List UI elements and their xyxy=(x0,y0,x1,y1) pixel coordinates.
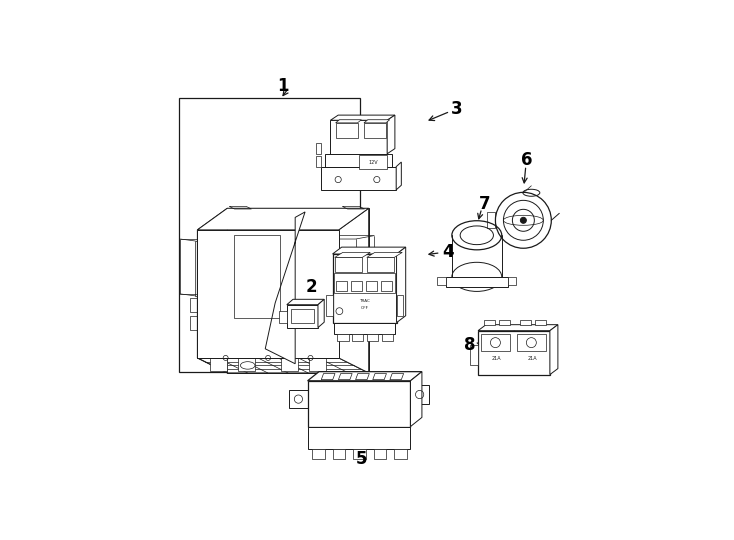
Polygon shape xyxy=(333,254,396,322)
Bar xyxy=(291,309,314,323)
Text: 1: 1 xyxy=(277,77,288,94)
Polygon shape xyxy=(228,208,368,373)
Text: 3: 3 xyxy=(451,100,462,118)
Polygon shape xyxy=(281,358,298,371)
Polygon shape xyxy=(338,374,352,380)
Polygon shape xyxy=(396,295,404,316)
Text: OFF: OFF xyxy=(360,306,368,310)
Polygon shape xyxy=(333,449,345,458)
Polygon shape xyxy=(287,299,324,305)
Polygon shape xyxy=(380,281,392,291)
Polygon shape xyxy=(318,299,324,328)
Polygon shape xyxy=(335,258,363,272)
Text: TRAC: TRAC xyxy=(359,299,370,303)
Polygon shape xyxy=(280,311,287,323)
Text: 21A: 21A xyxy=(527,356,537,361)
Polygon shape xyxy=(334,273,396,293)
Bar xyxy=(178,98,360,373)
Polygon shape xyxy=(481,334,510,350)
Polygon shape xyxy=(517,334,546,350)
Polygon shape xyxy=(330,120,387,154)
Polygon shape xyxy=(210,358,227,371)
Polygon shape xyxy=(550,325,558,375)
Polygon shape xyxy=(535,320,546,325)
Polygon shape xyxy=(355,374,369,380)
Polygon shape xyxy=(321,167,396,190)
Polygon shape xyxy=(309,358,326,371)
Text: 21A: 21A xyxy=(491,356,501,361)
Polygon shape xyxy=(478,330,550,375)
Polygon shape xyxy=(197,230,339,358)
Polygon shape xyxy=(339,208,368,373)
Polygon shape xyxy=(351,281,363,291)
Polygon shape xyxy=(289,390,308,408)
Polygon shape xyxy=(308,372,422,381)
Polygon shape xyxy=(410,372,422,427)
Polygon shape xyxy=(321,374,335,380)
Polygon shape xyxy=(352,334,363,341)
Polygon shape xyxy=(478,325,558,330)
Polygon shape xyxy=(396,162,401,190)
Polygon shape xyxy=(367,334,378,341)
Polygon shape xyxy=(325,154,392,167)
Polygon shape xyxy=(484,320,495,325)
Polygon shape xyxy=(437,277,446,285)
Polygon shape xyxy=(353,449,366,458)
Polygon shape xyxy=(446,277,508,287)
Polygon shape xyxy=(265,212,305,364)
Text: 12V: 12V xyxy=(368,160,378,165)
Polygon shape xyxy=(410,386,429,404)
Polygon shape xyxy=(337,334,349,341)
Polygon shape xyxy=(364,123,386,138)
Text: 2: 2 xyxy=(306,278,318,296)
Polygon shape xyxy=(316,157,321,167)
Text: 8: 8 xyxy=(464,336,475,354)
Polygon shape xyxy=(312,449,324,458)
Polygon shape xyxy=(336,281,347,291)
Polygon shape xyxy=(364,120,390,123)
Polygon shape xyxy=(367,258,394,272)
Bar xyxy=(233,235,280,318)
Circle shape xyxy=(520,217,526,224)
Polygon shape xyxy=(390,374,404,380)
Polygon shape xyxy=(470,345,478,364)
Polygon shape xyxy=(387,115,395,154)
Polygon shape xyxy=(335,120,361,123)
Polygon shape xyxy=(335,252,370,258)
Polygon shape xyxy=(520,320,531,325)
Polygon shape xyxy=(499,320,510,325)
Text: 6: 6 xyxy=(521,151,532,170)
Text: 5: 5 xyxy=(356,450,368,468)
Text: 4: 4 xyxy=(442,243,454,261)
Polygon shape xyxy=(335,123,357,138)
Polygon shape xyxy=(316,144,321,154)
Polygon shape xyxy=(308,381,410,427)
Polygon shape xyxy=(374,449,387,458)
Polygon shape xyxy=(396,247,406,322)
Polygon shape xyxy=(326,295,333,316)
Polygon shape xyxy=(382,334,393,341)
Polygon shape xyxy=(197,208,368,230)
Polygon shape xyxy=(239,358,255,371)
Polygon shape xyxy=(366,281,377,291)
Polygon shape xyxy=(334,322,396,334)
Polygon shape xyxy=(197,208,228,373)
Polygon shape xyxy=(367,252,402,258)
Polygon shape xyxy=(330,115,395,120)
Polygon shape xyxy=(373,374,387,380)
Polygon shape xyxy=(508,277,516,285)
Polygon shape xyxy=(308,427,410,449)
Polygon shape xyxy=(487,212,495,228)
Polygon shape xyxy=(394,449,407,458)
Polygon shape xyxy=(287,305,318,328)
Polygon shape xyxy=(333,247,406,254)
Polygon shape xyxy=(359,155,387,169)
Text: 7: 7 xyxy=(479,195,490,213)
